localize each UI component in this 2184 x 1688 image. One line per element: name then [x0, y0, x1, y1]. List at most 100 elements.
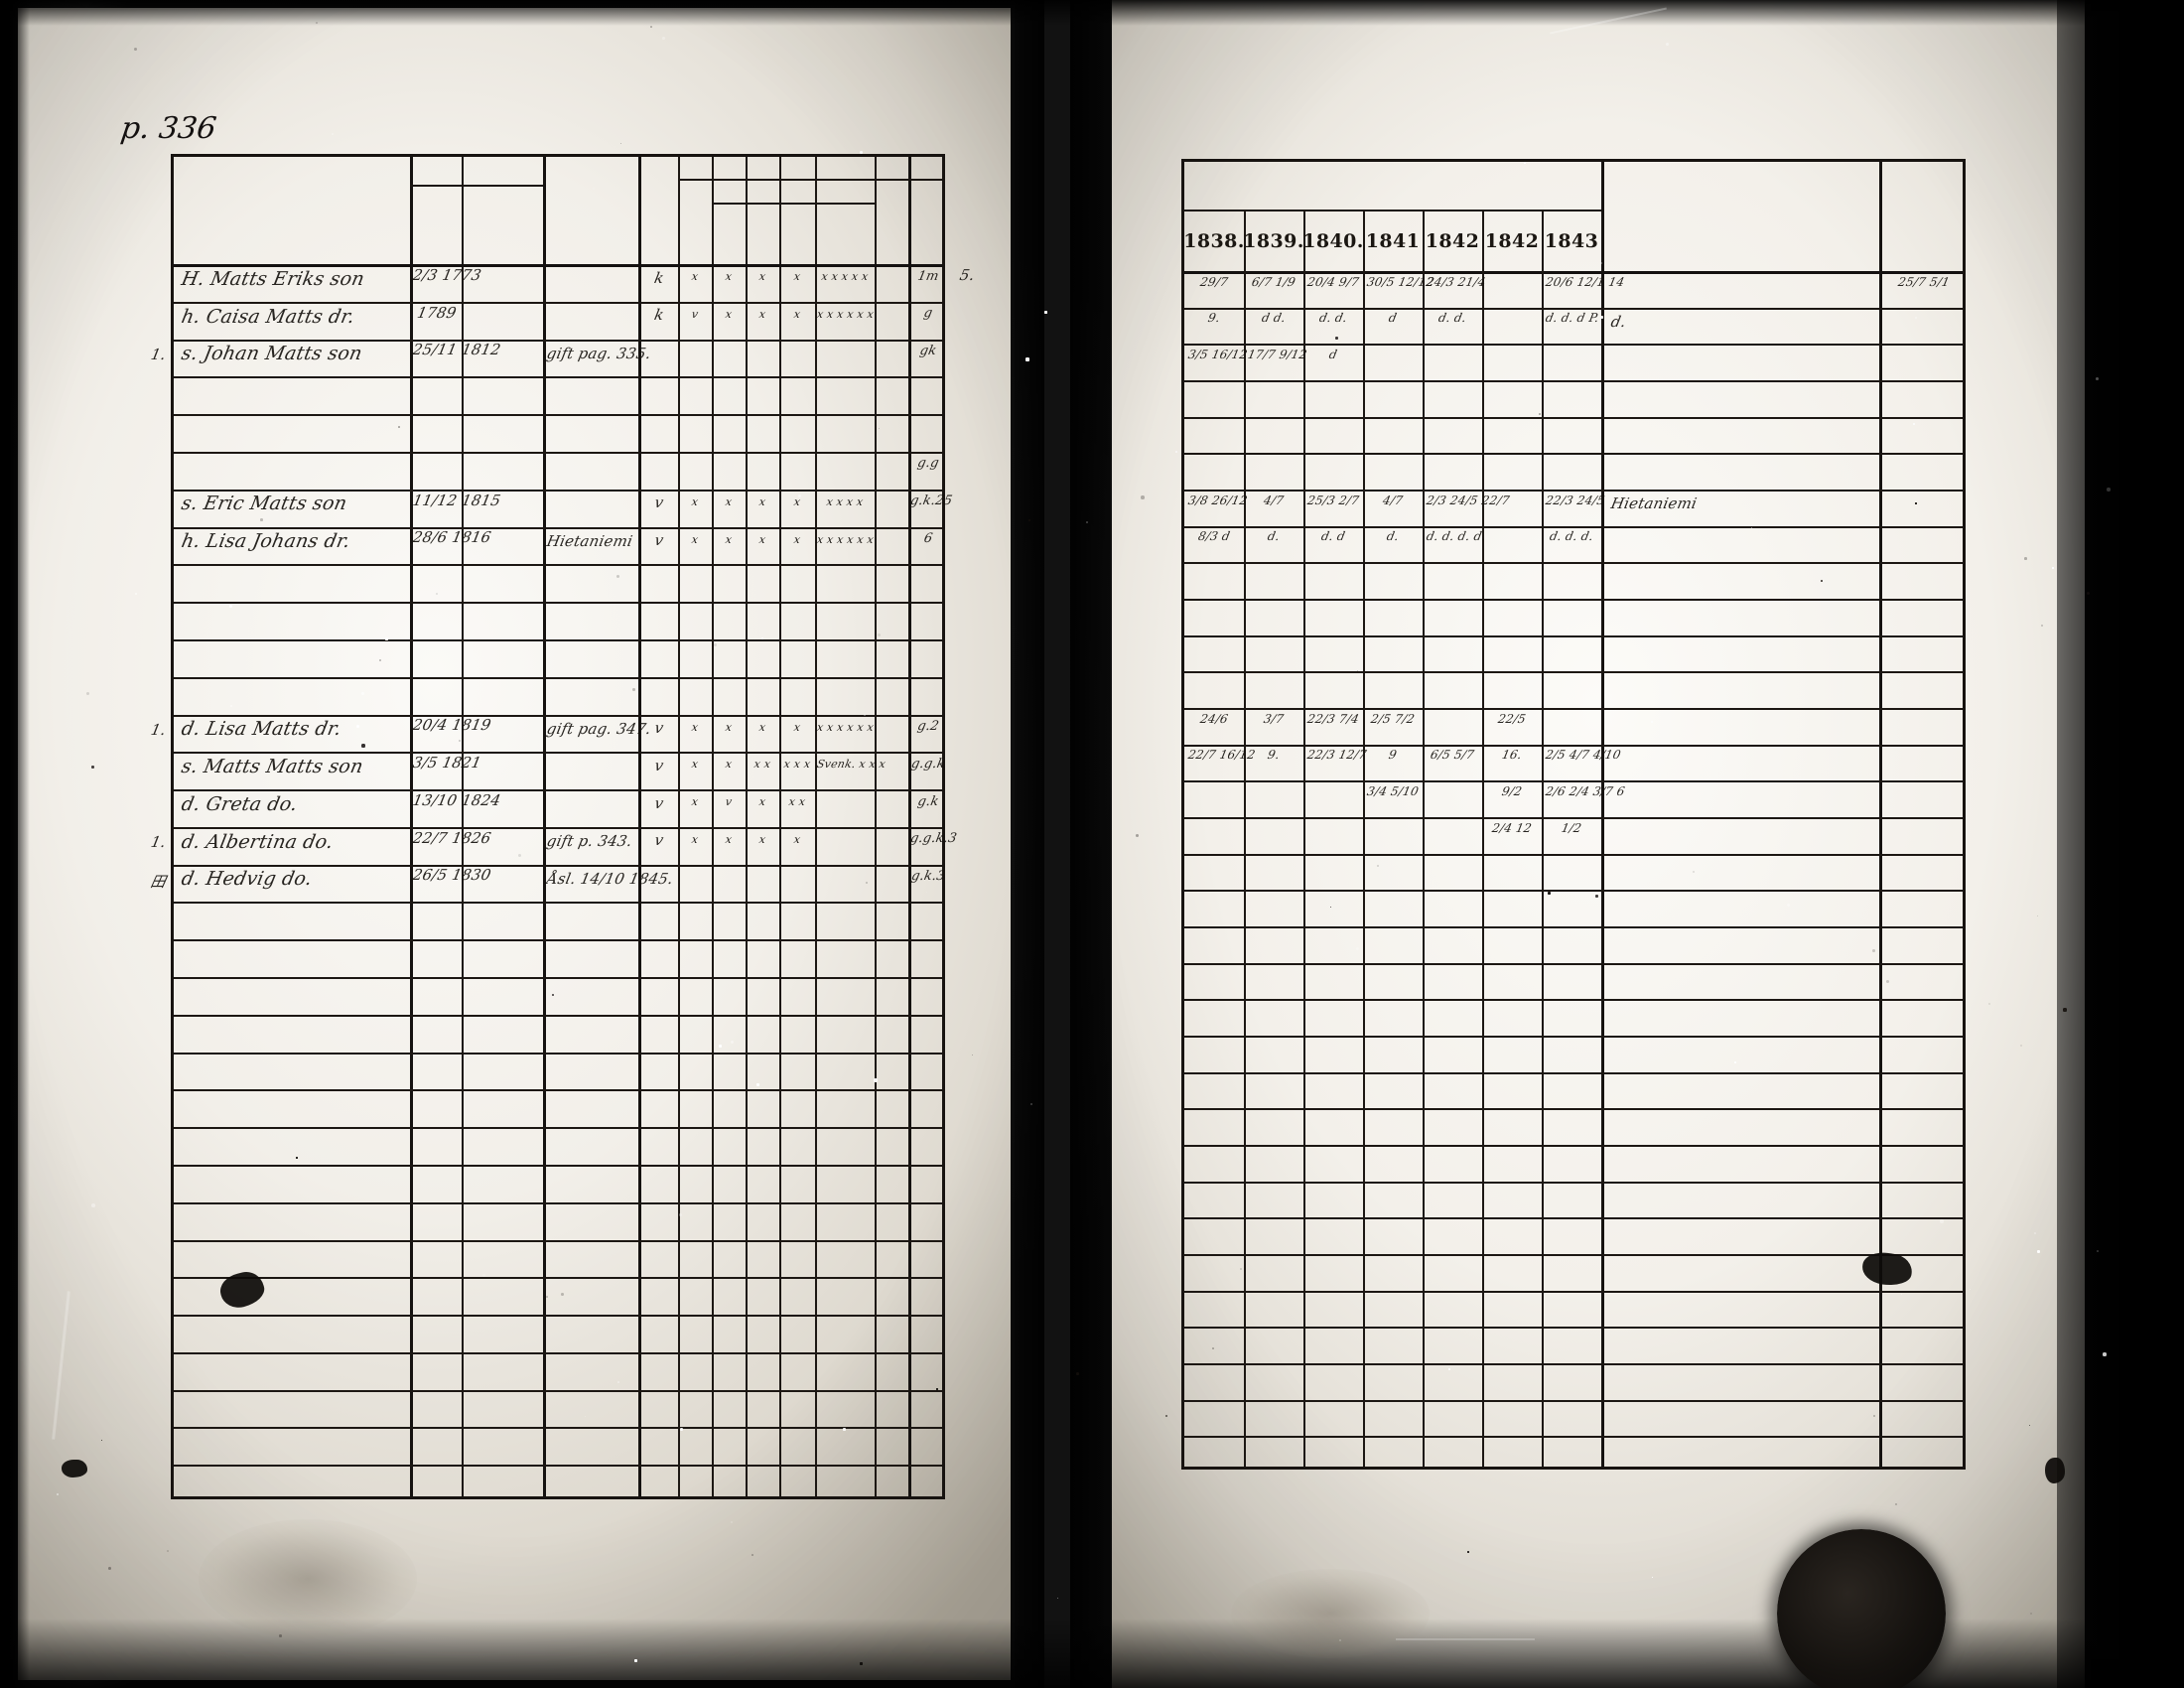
row-divider — [1184, 817, 1963, 819]
scan-speckle — [1734, 1061, 1736, 1063]
scan-speckle — [1212, 1347, 1214, 1349]
scan-speckle — [632, 688, 635, 691]
communion-entry: d. d. — [1317, 311, 1349, 326]
communion-entry: 22/7 16/12 — [1186, 748, 1257, 763]
row-koppor: k — [652, 306, 666, 325]
scan-speckle — [134, 48, 137, 51]
communion-entry: 22/5 — [1496, 711, 1528, 726]
row-reading-mark: x — [724, 720, 734, 734]
scan-speckle — [316, 22, 318, 24]
scan-speckle — [1448, 1368, 1450, 1370]
anmarkningar-left-divider — [1601, 162, 1604, 1467]
row-vid-lasning: g.k.25 — [908, 493, 954, 509]
scan-speckle — [2041, 625, 2043, 627]
scan-speckle — [552, 994, 555, 997]
scan-speckle — [1652, 1577, 1654, 1579]
scan-speckle — [756, 1083, 759, 1086]
scan-speckle — [296, 1157, 298, 1159]
scan-speckle — [871, 902, 873, 904]
communion-entry: 20/6 12/1 14 — [1544, 274, 1626, 289]
scan-speckle — [1693, 871, 1696, 874]
scan-speckle — [552, 994, 555, 997]
row-divider — [174, 1427, 942, 1430]
scan-speckle — [1025, 357, 1029, 361]
scan-speckle — [1044, 311, 1047, 314]
scan-speckle — [1044, 311, 1047, 314]
communion-entry: 2/5 7/2 — [1369, 711, 1417, 726]
scan-speckle — [756, 1083, 759, 1086]
scan-speckle — [756, 1083, 759, 1086]
scan-speckle — [843, 1428, 846, 1431]
scan-speckle — [719, 1045, 722, 1048]
table-row — [174, 602, 948, 639]
scan-speckle — [1548, 892, 1552, 896]
scan-speckle — [2030, 1613, 2032, 1615]
table-row: 22/7 16/12 9. 22/3 12/7 9 6/5 5/7 16. 2/5 4/7 … — [1184, 745, 1969, 781]
scan-speckle — [761, 637, 764, 640]
row-koppor: k — [652, 268, 666, 287]
scan-speckle — [1199, 413, 1201, 415]
scan-speckle — [1600, 316, 1603, 319]
table-row — [1184, 380, 1969, 417]
table-row: h. Caisa Matts dr. 1789 k v x x x x x x x x x g — [174, 302, 948, 340]
scan-speckle — [1044, 311, 1047, 314]
scan-speckle — [1136, 834, 1139, 837]
row-reading-mark: Svenk. x x x — [815, 758, 887, 772]
scan-speckle — [167, 1550, 169, 1552]
scan-speckle — [1548, 892, 1552, 896]
row-divider — [174, 1389, 942, 1392]
row-name: H. Matts Eriks son — [179, 267, 366, 290]
row-divider — [174, 1277, 942, 1280]
scan-speckle — [2087, 592, 2091, 596]
scan-speckle — [680, 1428, 683, 1431]
table-row — [174, 1427, 948, 1465]
scan-speckle — [634, 1659, 638, 1663]
row-birth-date: 20/4 1819 — [411, 716, 493, 735]
left-register-table: H. Matts Eriks son 2/3 1773 k x x x x x x x x x… — [149, 154, 976, 1499]
scan-speckle — [552, 994, 555, 997]
column-divider — [410, 157, 413, 1496]
remark-entry: Hietaniemi — [1609, 494, 1699, 513]
scan-speckle — [860, 151, 863, 154]
scan-speckle — [1165, 1415, 1168, 1418]
scan-speckle — [2052, 567, 2055, 570]
scan-speckle — [1330, 907, 1332, 909]
year-column-divider — [1423, 210, 1425, 1467]
communion-entry: d — [1387, 311, 1399, 326]
scan-speckle — [761, 637, 764, 640]
scan-speckle — [1330, 907, 1332, 909]
row-reading-mark: x — [792, 494, 802, 508]
fodelse-header — [410, 159, 543, 185]
table-row — [174, 639, 948, 677]
communion-entry: 20/4 9/7 — [1305, 274, 1361, 289]
table-row — [1184, 926, 1969, 963]
scan-speckle — [1651, 721, 1654, 724]
scan-speckle — [91, 766, 94, 769]
scan-speckle — [296, 1157, 298, 1159]
scan-speckle — [874, 1078, 878, 1082]
scan-speckle — [1028, 519, 1030, 521]
table-row — [174, 677, 948, 715]
scan-speckle — [1335, 337, 1338, 340]
scan-speckle — [1915, 502, 1917, 504]
scan-speckle — [843, 1428, 846, 1431]
scan-speckle — [296, 1157, 298, 1159]
scan-speckle — [1734, 1061, 1736, 1063]
scan-speckle — [1335, 337, 1338, 340]
scan-speckle — [2063, 1008, 2067, 1012]
scan-speckle — [860, 1662, 864, 1666]
scan-speckle — [1734, 1061, 1736, 1063]
scan-speckle — [843, 1428, 846, 1431]
row-divider — [1184, 708, 1963, 710]
row-reading-mark: x — [724, 270, 734, 283]
right-film-edge — [2057, 0, 2184, 1688]
row-divider — [1184, 853, 1963, 856]
row-reading-mark: x — [757, 270, 767, 283]
scan-speckle — [719, 1045, 722, 1048]
row-reading-mark: v — [690, 307, 700, 321]
scan-speckle — [1165, 1415, 1168, 1418]
scan-speckle — [1913, 423, 1916, 426]
scan-speckle — [1651, 721, 1654, 724]
scan-speckle — [1448, 1368, 1450, 1370]
row-divider — [1184, 1363, 1963, 1365]
